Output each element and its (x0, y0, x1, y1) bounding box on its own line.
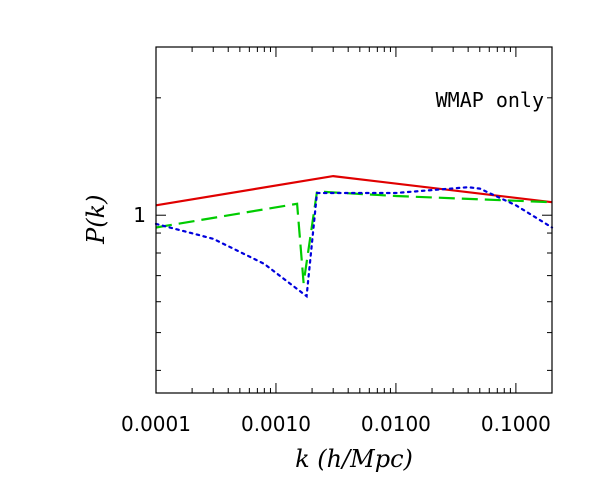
annotation-wmap-only: WMAP only (436, 88, 544, 112)
series-line-dashed-green (155, 190, 553, 284)
x-tick-label: 0.0001 (121, 412, 191, 436)
tick-labels: 0.0001 0.0010 0.0100 0.1000 1 (121, 203, 551, 436)
x-tick-label: 0.0100 (361, 412, 431, 436)
y-axis-label: P(k) (82, 194, 110, 244)
plot-frame (155, 46, 553, 394)
series-line-solid-red (155, 174, 553, 207)
x-axis-label: k (h/Mpc) (295, 445, 413, 473)
x-tick-label: 0.1000 (481, 412, 551, 436)
axis-ticks (155, 47, 553, 393)
x-tick-label: 0.0010 (241, 412, 311, 436)
series-line-dotted-blue (154, 186, 554, 299)
y-tick-label: 1 (133, 203, 146, 227)
series-group (154, 174, 554, 299)
